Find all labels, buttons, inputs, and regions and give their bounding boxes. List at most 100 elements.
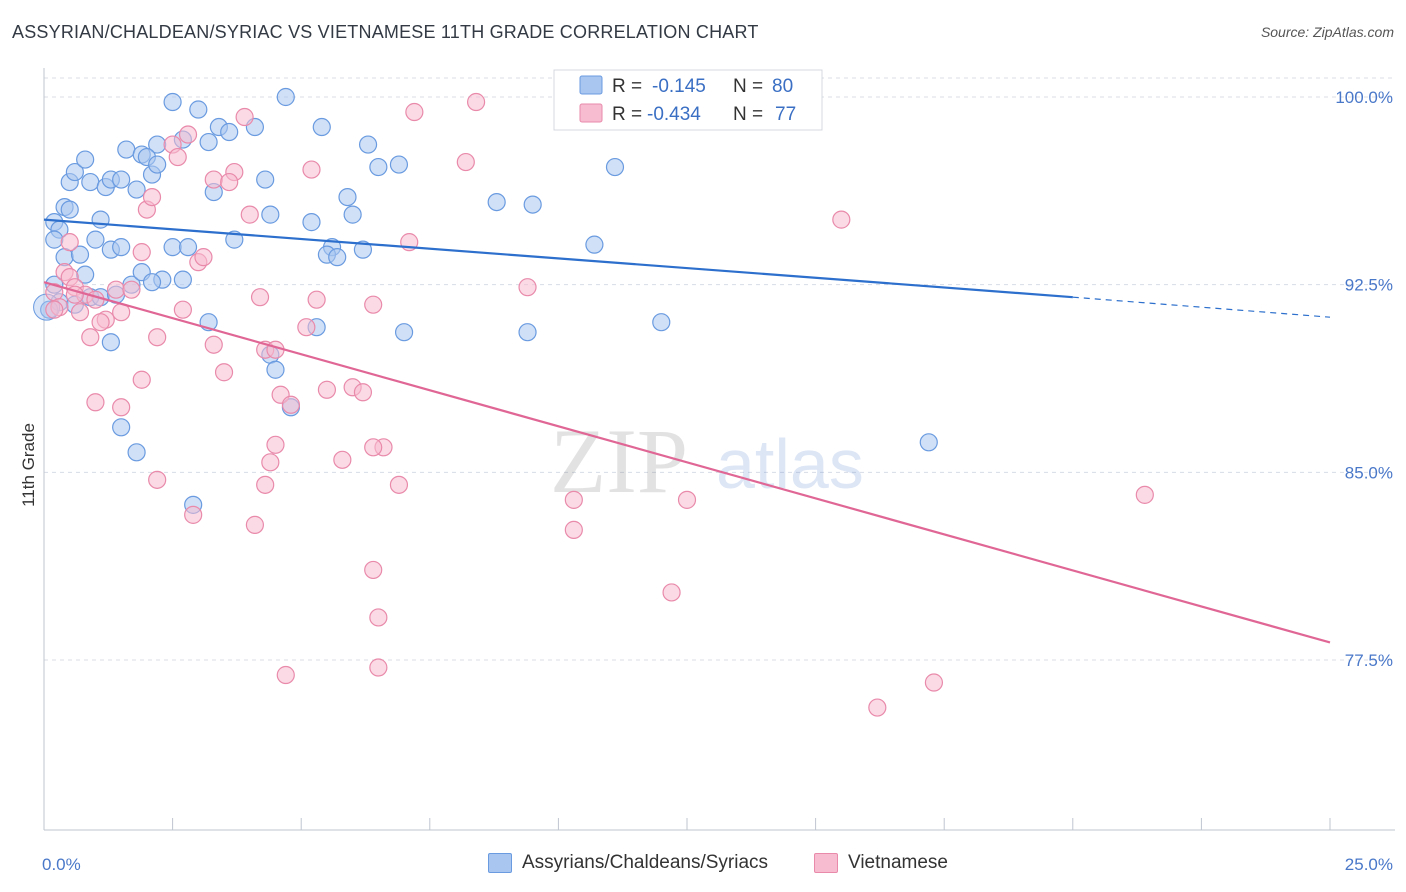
- data-point: [338, 187, 357, 207]
- legend-swatch-pink: [579, 103, 603, 123]
- data-point: [86, 290, 105, 309]
- data-point: [369, 608, 388, 627]
- data-point: [523, 195, 542, 214]
- data-point: [45, 230, 64, 249]
- y-axis-label: 11th Grade: [19, 423, 38, 507]
- data-point: [518, 278, 537, 297]
- data-point: [76, 150, 95, 169]
- data-point: [70, 245, 90, 264]
- data-point: [261, 453, 280, 472]
- data-point: [256, 475, 275, 494]
- axes: [43, 68, 1395, 831]
- data-point: [235, 107, 254, 127]
- data-point: [127, 443, 146, 462]
- data-point: [65, 162, 84, 182]
- data-point: [358, 135, 378, 154]
- legend-r-label-1: R =: [612, 76, 642, 97]
- data-point: [132, 370, 151, 389]
- trend-line-vietnamese: [43, 281, 1331, 644]
- data-point: [117, 140, 136, 159]
- x-tick-labels: 0.0% 25.0%: [42, 855, 1393, 874]
- data-point: [652, 313, 671, 332]
- data-point: [91, 210, 110, 229]
- data-point: [281, 395, 301, 414]
- data-point: [220, 122, 239, 142]
- data-point: [369, 157, 388, 177]
- data-point: [178, 238, 198, 257]
- data-point: [605, 157, 625, 177]
- data-point: [60, 200, 79, 219]
- data-point: [199, 132, 218, 152]
- data-point: [112, 238, 131, 257]
- series-vietnamese-points: [45, 87, 1154, 717]
- data-point: [127, 180, 146, 199]
- data-point: [189, 100, 208, 119]
- legend-swatch-vietnamese: [814, 853, 838, 873]
- data-point: [245, 515, 265, 534]
- data-point: [564, 520, 583, 539]
- data-point: [112, 418, 131, 437]
- watermark: ZIP atlas: [550, 410, 864, 512]
- data-point: [81, 172, 100, 192]
- data-point: [405, 102, 424, 122]
- data-point: [86, 393, 105, 412]
- data-point: [302, 213, 321, 232]
- data-point: [662, 583, 681, 602]
- data-point: [924, 673, 944, 692]
- data-point: [142, 273, 162, 292]
- y-tick-label: 100.0%: [1335, 88, 1393, 107]
- data-point: [369, 658, 388, 677]
- data-point: [868, 698, 887, 717]
- data-point: [122, 280, 141, 299]
- correlation-legend: R = -0.145 N = 80 R = -0.434 N = 77: [553, 69, 823, 131]
- y-tick-label: 92.5%: [1345, 276, 1393, 295]
- data-point: [60, 233, 79, 252]
- data-point: [214, 363, 234, 382]
- data-point: [163, 92, 182, 112]
- trend-line-assyrians: [43, 218, 1073, 299]
- x-tick-label: 25.0%: [1345, 855, 1393, 874]
- data-point: [148, 470, 167, 489]
- data-point: [343, 205, 362, 224]
- legend-label-assyrians: Assyrians/Chaldeans/Syriacs: [522, 852, 769, 873]
- data-point: [389, 155, 409, 174]
- data-point: [148, 328, 167, 347]
- legend-swatch-blue: [579, 75, 603, 95]
- data-point: [173, 300, 192, 319]
- data-point: [919, 433, 938, 452]
- data-point: [564, 490, 583, 509]
- legend-r-value-2: -0.434: [647, 104, 701, 125]
- legend-n-label-2: N =: [733, 104, 763, 125]
- y-tick-label: 77.5%: [1345, 651, 1393, 670]
- data-point: [456, 152, 475, 172]
- data-point: [394, 323, 414, 342]
- data-point: [220, 172, 239, 192]
- data-point: [466, 92, 486, 112]
- data-point: [302, 160, 321, 179]
- data-point: [101, 333, 120, 352]
- legend-n-value-1: 80: [772, 76, 793, 97]
- y-tick-label: 85.0%: [1345, 463, 1393, 482]
- data-point: [364, 560, 383, 580]
- source-label: Source: ZipAtlas.com: [1260, 24, 1394, 40]
- data-point: [307, 290, 326, 309]
- data-point: [45, 300, 64, 319]
- data-point: [168, 147, 187, 167]
- data-point: [297, 318, 316, 337]
- data-point: [276, 87, 295, 107]
- data-point: [585, 235, 604, 254]
- data-point: [261, 205, 280, 224]
- data-point: [194, 248, 213, 267]
- data-point: [317, 380, 337, 399]
- data-point: [112, 398, 131, 417]
- data-point: [106, 280, 126, 299]
- data-point: [256, 170, 275, 189]
- data-point: [250, 288, 270, 307]
- data-point: [677, 490, 697, 509]
- data-point: [389, 475, 409, 494]
- data-point: [70, 303, 90, 322]
- legend-r-value-1: -0.145: [652, 76, 706, 97]
- grid-lines: [44, 77, 1395, 661]
- legend-n-value-2: 77: [775, 104, 796, 125]
